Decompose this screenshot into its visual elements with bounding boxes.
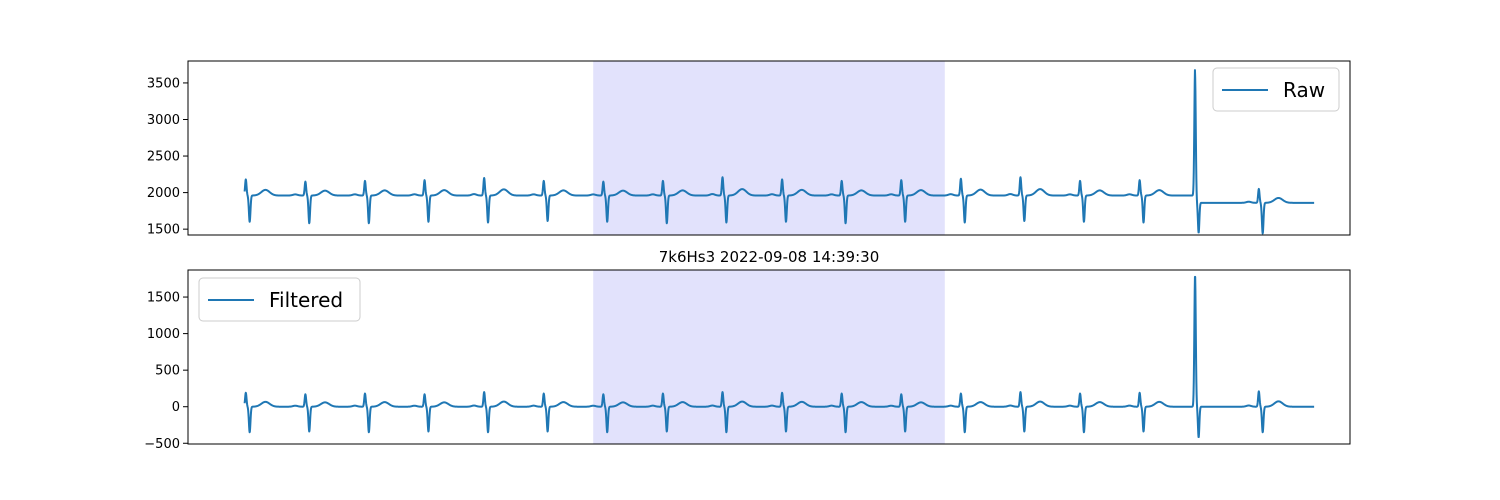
filtered-y-tick-label: 0 <box>172 400 180 415</box>
raw-y-tick-label: 2500 <box>147 150 180 165</box>
filtered-chart-title: 7k6Hs3 2022-09-08 14:39:30 <box>659 248 880 266</box>
filtered-signal-axes: −500 0 500 1000 1500 Filtered <box>144 269 1351 452</box>
raw-y-tick-label: 3000 <box>147 113 180 128</box>
filtered-axes-frame <box>187 269 1351 445</box>
filtered-y-tick-label: 500 <box>155 364 180 379</box>
raw-signal-axes: 1500 2000 2500 3000 3500 Raw <box>147 60 1351 238</box>
raw-y-tick-label: 2000 <box>147 186 180 201</box>
raw-legend-label: Raw <box>1283 78 1325 102</box>
raw-y-tick-label: 1500 <box>147 223 180 238</box>
raw-y-tick-label: 3500 <box>147 76 180 91</box>
filtered-series-line <box>243 275 1315 438</box>
filtered-y-tick-label: −500 <box>144 437 180 452</box>
raw-legend-box <box>1212 67 1340 112</box>
raw-axes-frame <box>187 60 1351 236</box>
raw-legend: Raw <box>1212 67 1340 112</box>
filtered-y-tick-label: 1500 <box>147 291 180 306</box>
raw-series-line <box>243 69 1315 235</box>
filtered-legend-label: Filtered <box>269 288 343 312</box>
filtered-y-ticks: −500 0 500 1000 1500 <box>144 291 188 452</box>
filtered-y-tick-label: 1000 <box>147 327 180 342</box>
filtered-legend-box <box>198 277 361 322</box>
filtered-legend: Filtered <box>198 277 361 322</box>
filtered-highlight-span <box>593 270 945 444</box>
raw-highlight-span <box>593 61 945 235</box>
raw-y-ticks: 1500 2000 2500 3000 3500 <box>147 76 188 238</box>
